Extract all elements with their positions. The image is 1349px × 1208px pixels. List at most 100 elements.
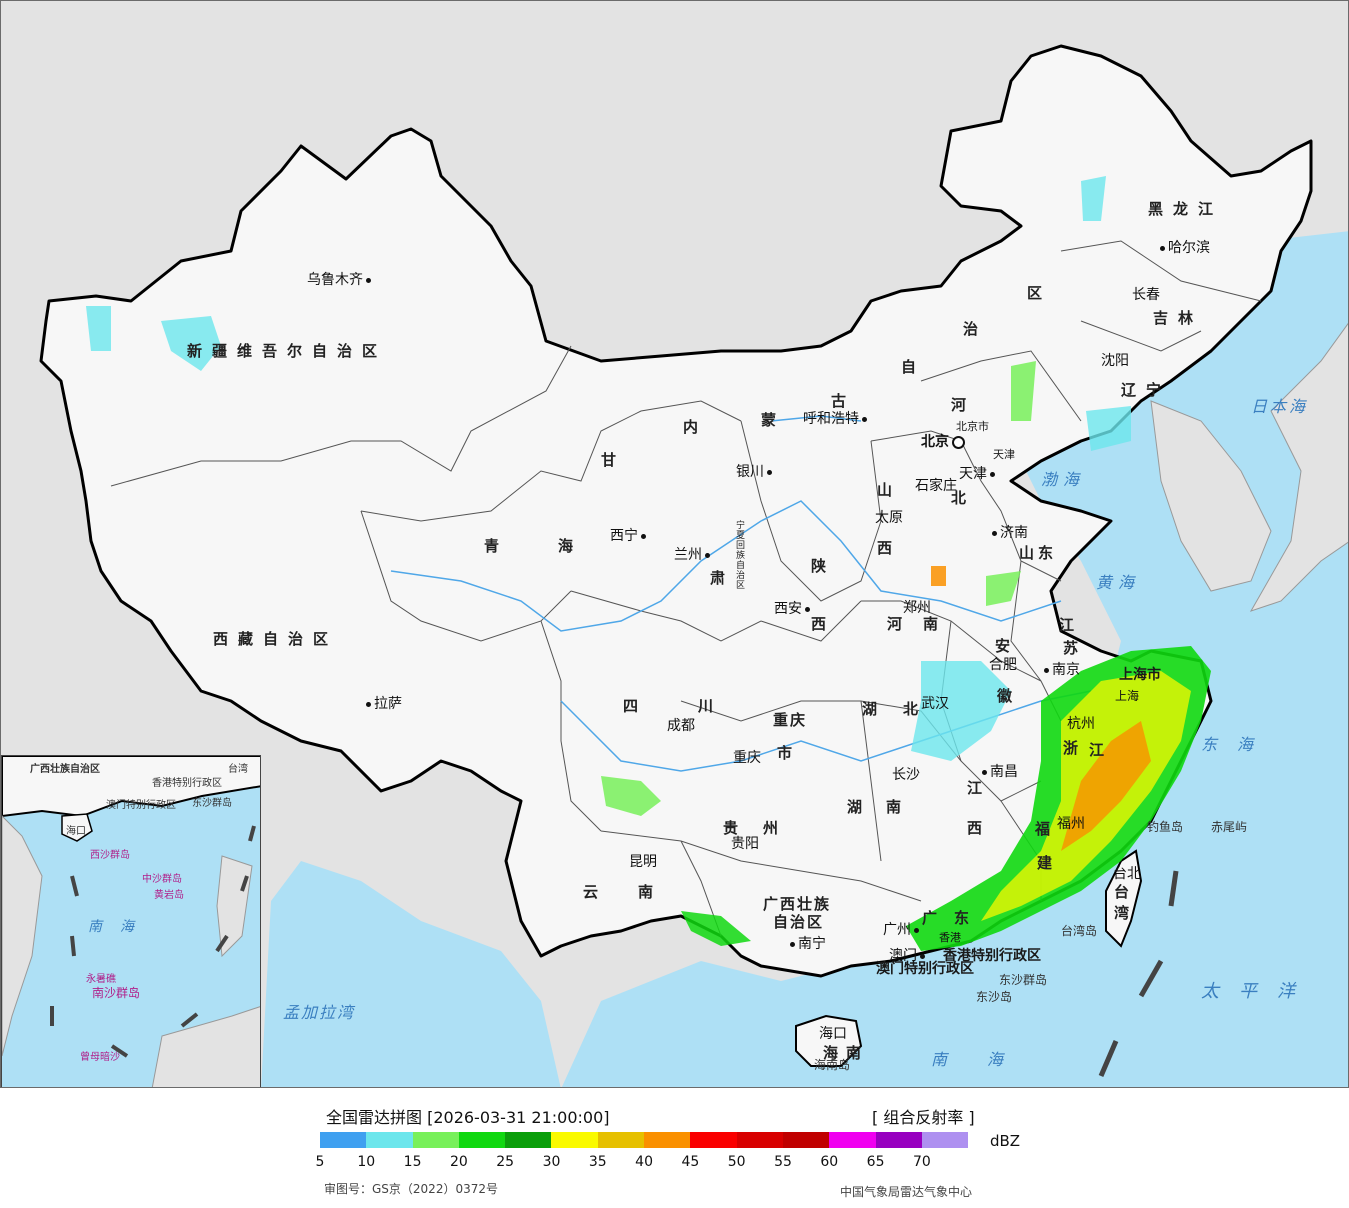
province-shaanxi-1: 陕 — [811, 557, 837, 575]
city-wuhan: 武汉 — [921, 696, 949, 712]
province-shanxi-2: 西 — [877, 539, 903, 557]
sea-bengal: 孟加拉湾 — [283, 1003, 356, 1022]
province-liaoning: 辽宁 — [1121, 381, 1172, 399]
province-hainan-1: 海 — [823, 1044, 849, 1062]
echo-anhui — [911, 661, 1011, 761]
province-zhejiang-1: 浙 — [1063, 739, 1089, 757]
inset-zengmu: 曾母暗沙 — [80, 1052, 120, 1063]
province-hunan-1: 湖 — [847, 798, 873, 816]
bengal-bay — [261, 861, 561, 1087]
inset-yongshu: 永暑礁 — [86, 974, 116, 985]
province-guangdong-1: 广 — [922, 909, 948, 927]
color-scale — [320, 1132, 969, 1148]
unit-label: dBZ — [990, 1132, 1021, 1150]
province-qinghai-2: 海 — [558, 537, 584, 555]
echo-east-strong — [1061, 721, 1151, 851]
color-swatch-12 — [875, 1132, 922, 1148]
province-chongqing-2: 市 — [777, 744, 803, 762]
korean-peninsula — [1150, 400, 1272, 592]
province-im-5: 治 — [963, 320, 989, 338]
province-jilin: 吉林 — [1153, 309, 1204, 327]
inset-macau: 澳门特别行政区 — [106, 800, 176, 811]
island-dongsha-islands: 东沙群岛 — [999, 973, 1048, 987]
province-shanxi-1: 山 — [877, 481, 903, 499]
city-haikou: 海口 — [819, 1026, 847, 1042]
inset-canvas — [2, 756, 260, 1087]
province-guizhou-1: 贵 — [723, 819, 749, 837]
inset-xisha: 西沙群岛 — [90, 850, 130, 861]
echo-liaoning — [1086, 406, 1131, 451]
province-hunan-2: 南 — [886, 798, 912, 816]
province-heilongjiang: 黑龙江 — [1148, 200, 1224, 218]
city-urumqi: 乌鲁木齐 — [307, 269, 374, 289]
color-swatch-7 — [644, 1132, 691, 1148]
radar-map: 新疆维吾尔自治区 西藏自治区 青 海 甘 肃 内 蒙 古 自 治 区 黑龙江 吉… — [0, 0, 1349, 1088]
province-guangdong-2: 东 — [954, 909, 980, 927]
province-jiangxi-1: 江 — [967, 779, 993, 797]
echo-xinjiang-1 — [161, 316, 221, 371]
radar-echoes — [86, 176, 1211, 951]
city-hangzhou: 杭州 — [1067, 716, 1095, 732]
south-sea-inset: 广西壮族自治区 台湾 香港特别行政区 澳门特别行政区 东沙群岛 海口 西沙群岛 … — [1, 755, 261, 1087]
echo-heilongjiang — [1081, 176, 1106, 221]
province-shandong: 山东 — [1019, 544, 1058, 562]
echo-yunnan — [601, 776, 661, 816]
nine-dash-line-main — [1098, 870, 1179, 1077]
scale-tick-label: 30 — [542, 1154, 561, 1170]
color-swatch-8 — [690, 1132, 737, 1148]
ocean — [561, 231, 1348, 1087]
taiwan-land — [1105, 849, 1143, 948]
province-anhui-2: 徽 — [997, 687, 1023, 705]
city-chongqing: 重庆 — [733, 750, 761, 766]
sea-pacific: 太平洋 — [1201, 981, 1315, 1002]
city-hohhot: 呼和浩特 — [803, 408, 870, 428]
province-fujian-2: 建 — [1037, 854, 1063, 872]
echo-shandong — [986, 571, 1021, 606]
color-swatch-11 — [829, 1132, 876, 1148]
province-jiangxi-2: 西 — [967, 819, 993, 837]
city-nanning: 南宁 — [787, 933, 826, 953]
echo-guangxi — [681, 911, 751, 946]
color-swatch-4 — [505, 1132, 552, 1148]
inset-haikou: 海口 — [66, 826, 86, 837]
city-yinchuan: 银川 — [736, 461, 775, 481]
city-nanchang: 南昌 — [979, 761, 1018, 781]
province-hebei-1: 河 — [951, 396, 977, 414]
province-guangxi-2: 自治区 — [773, 913, 825, 931]
city-fuzhou: 福州 — [1057, 816, 1085, 832]
color-swatch-13 — [921, 1132, 969, 1148]
island-taiwan: 台湾岛 — [1061, 924, 1098, 938]
city-macau: 澳门 — [889, 945, 928, 965]
province-im-6: 区 — [1027, 284, 1053, 302]
scale-tick-label: 25 — [496, 1154, 515, 1170]
island-diaoyu: 钓鱼岛 — [1147, 820, 1184, 834]
city-hongkong: 香港 — [939, 931, 961, 944]
map-canvas — [39, 44, 1348, 1087]
scale-tick-label: 15 — [403, 1154, 422, 1170]
scale-tick-label: 55 — [774, 1154, 792, 1170]
inset-hongkong: 香港特别行政区 — [152, 778, 222, 789]
map-title: 全国雷达拼图 [2026-03-31 21:00:00] — [326, 1108, 610, 1127]
inset-borneo — [151, 1006, 260, 1087]
island-dongsha: 东沙岛 — [976, 990, 1013, 1004]
inset-nansha: 南沙群岛 — [92, 986, 141, 1000]
province-fujian-1: 福 — [1035, 820, 1061, 838]
province-shaanxi-2: 西 — [811, 615, 837, 633]
province-hubei-2: 北 — [903, 700, 929, 718]
province-taiwan-1: 台 — [1114, 883, 1140, 901]
hainan-land — [795, 1014, 863, 1067]
china-land — [39, 44, 1313, 978]
province-jiangsu-2: 苏 — [1063, 639, 1089, 657]
color-swatch-1 — [366, 1132, 413, 1148]
province-ningxia: 宁夏回族自治区 — [736, 521, 746, 591]
echo-hebei — [1011, 361, 1036, 421]
city-lanzhou: 兰州 — [674, 544, 713, 564]
approval-number: 审图号：GS京（2022）0372号 — [324, 1182, 498, 1196]
inset-south-sea: 南海 — [88, 919, 152, 935]
province-beijing-municipality: 北京市 — [956, 420, 989, 433]
scale-tick-label: 70 — [912, 1154, 931, 1170]
color-swatch-3 — [458, 1132, 506, 1148]
province-yunnan-2: 南 — [638, 883, 664, 901]
city-beijing: 北京 — [921, 431, 968, 451]
scale-tick-label: 40 — [635, 1154, 654, 1170]
